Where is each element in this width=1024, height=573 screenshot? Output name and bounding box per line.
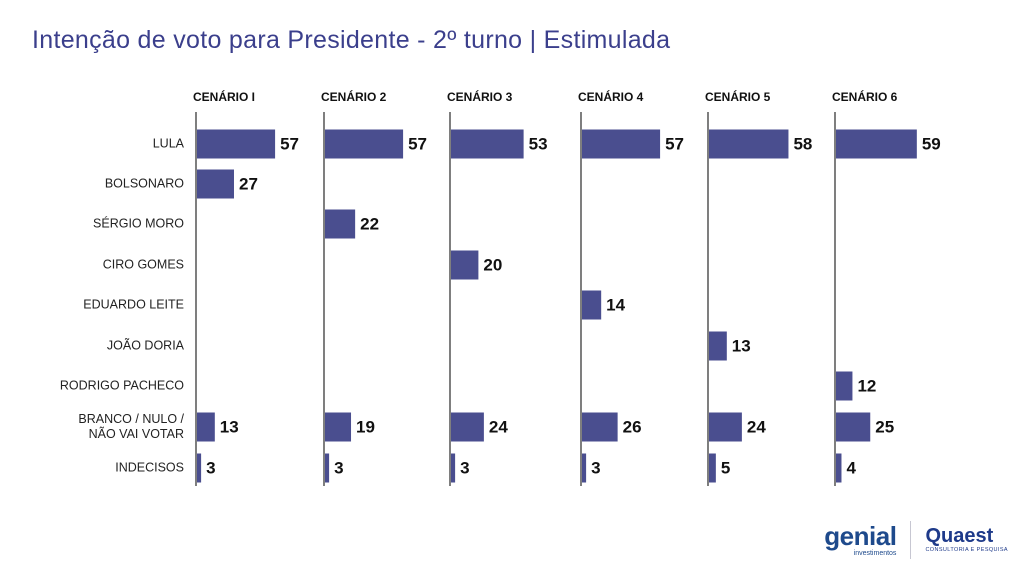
- bar-value-label: 57: [280, 134, 299, 153]
- bar-value-label: 24: [747, 417, 766, 436]
- bar: [582, 412, 618, 442]
- bar: [325, 453, 330, 483]
- category-label: INDECISOS: [115, 460, 184, 474]
- genial-logo-subtitle: investimentos: [853, 550, 897, 557]
- bar-value-label: 3: [460, 458, 469, 477]
- bar: [451, 250, 479, 280]
- bar: [582, 453, 587, 483]
- category-label: EDUARDO LEITE: [83, 297, 184, 311]
- category-label: JOÃO DORIA: [107, 338, 185, 352]
- logos: genial investimentos Quaest CONSULTORIA …: [824, 521, 1008, 559]
- category-label: SÉRGIO MORO: [93, 215, 184, 230]
- bar-value-label: 12: [857, 376, 876, 395]
- bar-value-label: 5: [721, 458, 730, 477]
- bar-value-label: 59: [922, 134, 941, 153]
- logo-divider: [910, 521, 912, 559]
- scenario-header: CENÁRIO 4: [578, 89, 644, 104]
- scenario-header: CENÁRIO I: [193, 89, 255, 104]
- genial-logo-word: genial: [824, 521, 897, 551]
- bar: [325, 129, 404, 159]
- bar-value-label: 13: [732, 336, 751, 355]
- bar-value-label: 13: [220, 417, 239, 436]
- bar-value-label: 24: [489, 417, 508, 436]
- quaest-logo-subtitle: CONSULTORIA E PESQUISA: [925, 547, 1008, 554]
- page-title: Intenção de voto para Presidente - 2º tu…: [32, 26, 671, 54]
- bar: [197, 129, 276, 159]
- bar: [709, 331, 727, 361]
- bar-value-label: 22: [360, 214, 379, 233]
- bar: [451, 453, 456, 483]
- scenario-header: CENÁRIO 6: [832, 89, 898, 104]
- bar-value-label: 3: [591, 458, 600, 477]
- bar: [836, 453, 842, 483]
- bar-value-label: 53: [529, 134, 548, 153]
- category-label: CIRO GOMES: [103, 257, 184, 271]
- scenario-header: CENÁRIO 5: [705, 89, 771, 104]
- bar: [197, 169, 234, 199]
- bar: [709, 453, 716, 483]
- bar: [451, 412, 484, 442]
- scenario-header: CENÁRIO 3: [447, 89, 513, 104]
- category-label: NÃO VAI VOTAR: [89, 427, 184, 441]
- scenario-header: CENÁRIO 2: [321, 89, 387, 104]
- bar-value-label: 26: [623, 417, 642, 436]
- bar-value-label: 20: [483, 255, 502, 274]
- bar: [197, 412, 215, 442]
- bar: [836, 129, 917, 159]
- bar-value-label: 58: [793, 134, 812, 153]
- category-label: BRANCO / NULO /: [78, 412, 184, 426]
- bar-value-label: 4: [846, 458, 856, 477]
- category-label: LULA: [153, 136, 185, 150]
- bar: [582, 290, 602, 320]
- category-label: RODRIGO PACHECO: [60, 378, 184, 392]
- bar-value-label: 14: [606, 295, 625, 314]
- bar: [325, 209, 356, 239]
- bar-value-label: 57: [665, 134, 684, 153]
- bar: [582, 129, 661, 159]
- bar: [197, 453, 202, 483]
- bar-value-label: 19: [356, 417, 375, 436]
- quaest-logo-word: Quaest: [925, 525, 994, 548]
- bar-value-label: 27: [239, 174, 258, 193]
- bar-value-label: 57: [408, 134, 427, 153]
- genial-logo: genial investimentos: [824, 521, 897, 557]
- bar: [709, 412, 742, 442]
- bar-value-label: 3: [206, 458, 215, 477]
- bar: [836, 371, 853, 401]
- bar: [325, 412, 352, 442]
- bar-value-label: 25: [875, 417, 894, 436]
- category-label: BOLSONARO: [105, 176, 184, 190]
- bar-value-label: 3: [334, 458, 343, 477]
- bar: [709, 129, 789, 159]
- bar: [836, 412, 871, 442]
- bar: [451, 129, 524, 159]
- quaest-logo: Quaest CONSULTORIA E PESQUISA: [925, 526, 1008, 554]
